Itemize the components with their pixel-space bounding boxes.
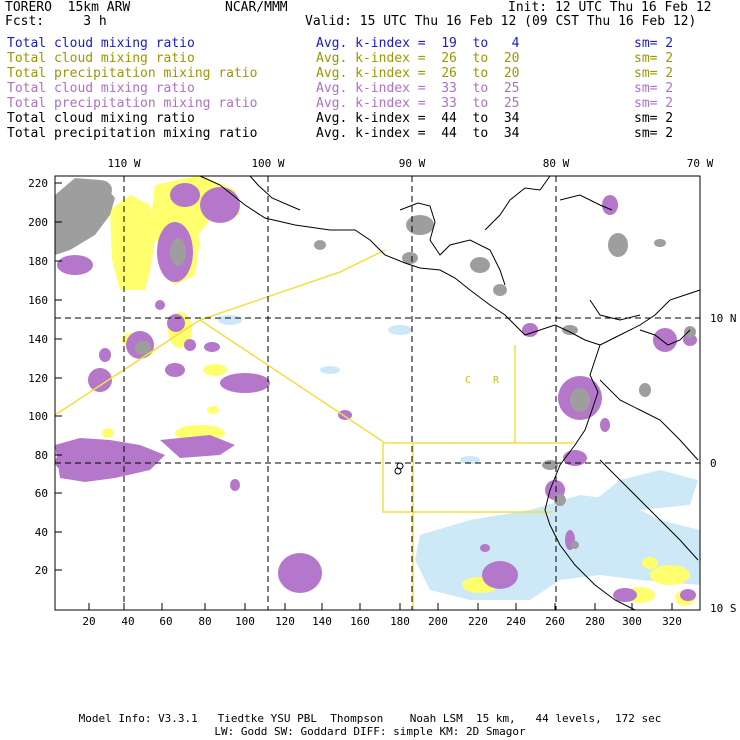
x-tick-label: 320 — [662, 615, 682, 628]
x-tick-label: 300 — [622, 615, 642, 628]
x-tick-label: 40 — [121, 615, 134, 628]
lat-label: 0 — [710, 457, 717, 470]
legend-sm: sm= 2 — [634, 96, 674, 111]
y-tick-label: 220 — [28, 177, 48, 190]
y-tick-label: 180 — [28, 255, 48, 268]
legend-kindex: Avg. k-index = 44 to 34 — [316, 111, 520, 126]
map-frame — [54, 175, 701, 611]
legend-sm: sm= 2 — [634, 51, 674, 66]
legend-sm: sm= 2 — [634, 81, 674, 96]
lon-label: 110 W — [107, 157, 140, 170]
y-tick-label: 40 — [35, 526, 48, 539]
x-tick-label: 260 — [545, 615, 565, 628]
domain-outline — [54, 249, 573, 610]
lon-label: 90 W — [399, 157, 426, 170]
x-tick-label: 60 — [159, 615, 172, 628]
legend-kindex: Avg. k-index = 33 to 25 — [316, 96, 520, 111]
x-tick-label: 280 — [585, 615, 605, 628]
y-axis-labels: 20 40 60 80 100 120 140 160 180 200 220 — [28, 177, 48, 577]
legend-name: Total cloud mixing ratio — [7, 51, 195, 66]
annotation-r: R — [493, 375, 500, 386]
tick-marks — [55, 182, 673, 610]
legend-name: Total precipitation mixing ratio — [7, 126, 258, 141]
valid-time: Valid: 15 UTC Thu 16 Feb 12 (09 CST Thu … — [305, 14, 697, 29]
lat-label: 10 N — [710, 312, 737, 325]
x-tick-label: 20 — [82, 615, 95, 628]
legend-sm: sm= 2 — [634, 126, 674, 141]
x-tick-label: 80 — [198, 615, 211, 628]
x-tick-label: 120 — [275, 615, 295, 628]
x-tick-label: 240 — [506, 615, 526, 628]
x-tick-label: 220 — [468, 615, 488, 628]
legend-kindex: Avg. k-index = 33 to 25 — [316, 81, 520, 96]
legend-kindex: Avg. k-index = 26 to 20 — [316, 66, 520, 81]
legend-name: Total precipitation mixing ratio — [7, 66, 258, 81]
legend-sm: sm= 2 — [634, 36, 674, 51]
x-tick-label: 100 — [235, 615, 255, 628]
map-annotations: C R — [465, 375, 500, 386]
y-tick-label: 80 — [35, 449, 48, 462]
y-tick-label: 60 — [35, 487, 48, 500]
legend-name: Total cloud mixing ratio — [7, 111, 195, 126]
legend-sm: sm= 2 — [634, 111, 674, 126]
y-tick-label: 200 — [28, 216, 48, 229]
lon-label: 100 W — [251, 157, 284, 170]
forecast-hour: Fcst: 3 h — [5, 14, 107, 29]
y-tick-label: 100 — [28, 410, 48, 423]
legend-name: Total precipitation mixing ratio — [7, 96, 258, 111]
x-tick-label: 200 — [428, 615, 448, 628]
x-tick-label: 180 — [390, 615, 410, 628]
legend-kindex: Avg. k-index = 26 to 20 — [316, 51, 520, 66]
legend-sm: sm= 2 — [634, 66, 674, 81]
legend-kindex: Avg. k-index = 19 to 4 — [316, 36, 520, 51]
model-title: TORERO 15km ARW — [5, 0, 131, 15]
legend-name: Total cloud mixing ratio — [7, 81, 195, 96]
x-axis-labels: 20 40 60 80 100 120 140 160 180 200 220 … — [82, 615, 682, 628]
x-tick-label: 160 — [350, 615, 370, 628]
annotation-c: C — [465, 375, 471, 386]
legend-name: Total cloud mixing ratio — [7, 36, 195, 51]
x-tick-label: 140 — [312, 615, 332, 628]
footer-model-info: Model Info: V3.3.1 Tiedtke YSU PBL Thomp… — [78, 712, 662, 725]
cloud-field — [55, 175, 700, 606]
latitude-labels: 10 N 0 10 S — [710, 312, 737, 615]
y-tick-label: 140 — [28, 333, 48, 346]
y-tick-label: 120 — [28, 372, 48, 385]
coastlines — [199, 175, 701, 611]
init-time: Init: 12 UTC Thu 16 Feb 12 — [508, 0, 712, 15]
lon-label: 70 W — [687, 157, 714, 170]
graticule — [55, 176, 700, 610]
y-tick-label: 20 — [35, 564, 48, 577]
legend-kindex: Avg. k-index = 44 to 34 — [316, 126, 520, 141]
longitude-labels: 110 W 100 W 90 W 80 W 70 W — [107, 157, 713, 170]
org-label: NCAR/MMM — [225, 0, 288, 15]
y-tick-label: 160 — [28, 294, 48, 307]
footer-physics-info: LW: Godd SW: Goddard DIFF: simple KM: 2D… — [214, 725, 526, 738]
lon-label: 80 W — [543, 157, 570, 170]
lat-label: 10 S — [710, 602, 737, 615]
